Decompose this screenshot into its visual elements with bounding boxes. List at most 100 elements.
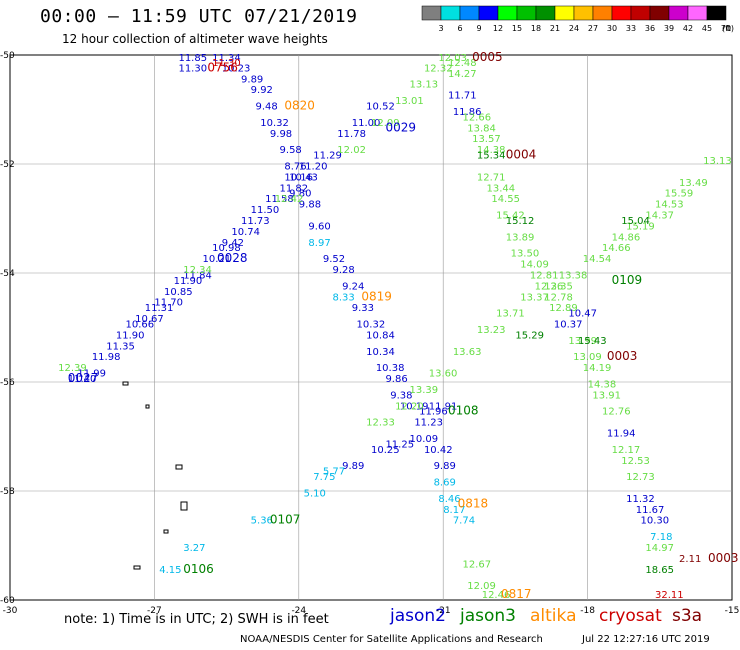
colorbar-swatch — [668, 5, 689, 21]
swh-value: 10.30 — [641, 516, 670, 527]
swh-value: 15.12 — [506, 216, 535, 227]
swh-value: 9.80 — [289, 189, 311, 200]
swh-value: 13.37 — [520, 292, 549, 303]
swh-value: 14.53 — [655, 200, 684, 211]
swh-value: 11.31 — [145, 303, 174, 314]
swh-value: 12.53 — [621, 456, 650, 467]
swh-value: 12.20 — [395, 401, 424, 412]
pass-id-label: 0029 — [385, 120, 416, 134]
swh-value: 9.38 — [390, 390, 412, 401]
swh-value: 10.16 — [284, 172, 313, 183]
swh-value: 14.86 — [612, 232, 641, 243]
swh-value: 11.85 — [178, 53, 207, 64]
y-tick-label: -50 — [0, 51, 15, 61]
swh-value: 12.17 — [612, 445, 641, 456]
pass-id-label: 0028 — [217, 251, 248, 265]
swh-value: 13.60 — [429, 369, 458, 380]
swh-value: 7.75 — [313, 472, 335, 483]
swh-value: 11.70 — [154, 298, 183, 309]
colorbar-swatch — [516, 5, 537, 21]
swh-value: 8.69 — [434, 478, 456, 489]
swh-value: 13.13 — [410, 80, 439, 91]
swh-value: 10.66 — [126, 320, 155, 331]
swh-value: 11.90 — [174, 276, 203, 287]
track-values: 11.4011.9911.9811.3511.9010.6610.6711.31… — [58, 53, 732, 601]
swh-value: 15.59 — [665, 189, 694, 200]
colorbar-label: 27 — [588, 24, 598, 33]
colorbar-swatch — [478, 5, 499, 21]
swh-value: 9.60 — [308, 221, 330, 232]
colorbar-label: 42 — [683, 24, 693, 33]
swh-value: 9.89 — [434, 461, 456, 472]
swh-value: 10.67 — [135, 314, 164, 325]
swh-value: 11.82 — [280, 183, 309, 194]
swh-value: 14.38 — [477, 145, 506, 156]
swh-value: 10.37 — [554, 320, 583, 331]
colorbar-swatch — [421, 5, 442, 21]
swh-value: 10.19 — [400, 401, 429, 412]
swh-value: 13.44 — [487, 183, 516, 194]
swh-value: 13.39 — [410, 385, 439, 396]
legend-cryosat: cryosat — [599, 606, 662, 626]
swh-value: 12.33 — [366, 418, 395, 429]
pass-id-label: 0820 — [284, 99, 315, 113]
swh-value: 11.96 — [419, 407, 448, 418]
swh-value: 11.32 — [626, 494, 655, 505]
colorbar-label: 30 — [607, 24, 617, 33]
swh-value: 11.90 — [116, 330, 145, 341]
legend-jason2: jason2 — [390, 606, 446, 626]
swh-value: 10.32 — [357, 320, 386, 331]
axis-ticks: -30 -27 -24 -21 -18 -15 -50 -52 -54 -56 -58 -60 — [0, 51, 739, 616]
swh-value: 15.34 — [477, 151, 506, 162]
island — [163, 529, 169, 534]
credit-text: NOAA/NESDIS Center for Satellite Applica… — [240, 634, 543, 645]
swh-value: 13.91 — [592, 390, 621, 401]
swh-value: 11.34 — [212, 53, 241, 64]
legend-s3a: s3a — [672, 606, 703, 626]
swh-value: 11.20 — [299, 161, 328, 172]
x-tick-label: -30 — [3, 606, 18, 616]
swh-value: 13.99 — [568, 336, 597, 347]
swh-value: 11.73 — [241, 216, 270, 227]
swh-value: 12.73 — [626, 472, 655, 483]
pass-id-label: 0756 — [207, 60, 238, 74]
swh-value: 11.67 — [636, 505, 665, 516]
swh-value: 9.86 — [385, 374, 407, 385]
swh-value: 14.66 — [602, 243, 631, 254]
map-frame — [9, 54, 733, 601]
colorbar-swatch — [554, 5, 575, 21]
map-title: 00:00 – 11:59 UTC 07/21/2019 — [40, 6, 358, 27]
swh-value: 8.76 — [284, 161, 306, 172]
colorbar-swatch — [649, 5, 670, 21]
swh-value: 14.37 — [645, 211, 674, 222]
swh-value: 10.52 — [366, 102, 395, 113]
x-tick-label: -27 — [147, 606, 162, 616]
swh-value: 5.36 — [251, 516, 273, 527]
swh-value: 12.09 — [467, 581, 496, 592]
swh-value: 11.58 — [265, 194, 294, 205]
swh-value: 12.66 — [462, 112, 491, 123]
colorbar-swatch — [592, 5, 613, 21]
swh-value: 9.28 — [332, 265, 354, 276]
swh-value: 11.25 — [385, 439, 414, 450]
island — [122, 381, 129, 386]
swh-value: 8.17 — [443, 505, 465, 516]
colorbar-swatch — [630, 5, 651, 21]
swh-value: 14.19 — [583, 363, 612, 374]
colorbar-swatch — [573, 5, 594, 21]
swh-value: 14.54 — [583, 254, 612, 265]
swh-value: 13.84 — [467, 123, 496, 134]
swh-value: 7.18 — [650, 532, 672, 543]
island — [133, 565, 141, 570]
swh-value: 4.15 — [159, 565, 181, 576]
swh-value: 15.04 — [621, 216, 650, 227]
swh-value: 10.38 — [376, 363, 405, 374]
swh-value: 11.40 — [68, 374, 97, 385]
x-tick-label: -24 — [291, 606, 306, 616]
swh-value: 2.11 — [679, 554, 701, 565]
swh-value: 12.48 — [448, 58, 477, 69]
swh-value: 13.01 — [395, 96, 424, 107]
swh-value: 32.11 — [655, 590, 684, 601]
legend-altika: altika — [530, 606, 577, 626]
